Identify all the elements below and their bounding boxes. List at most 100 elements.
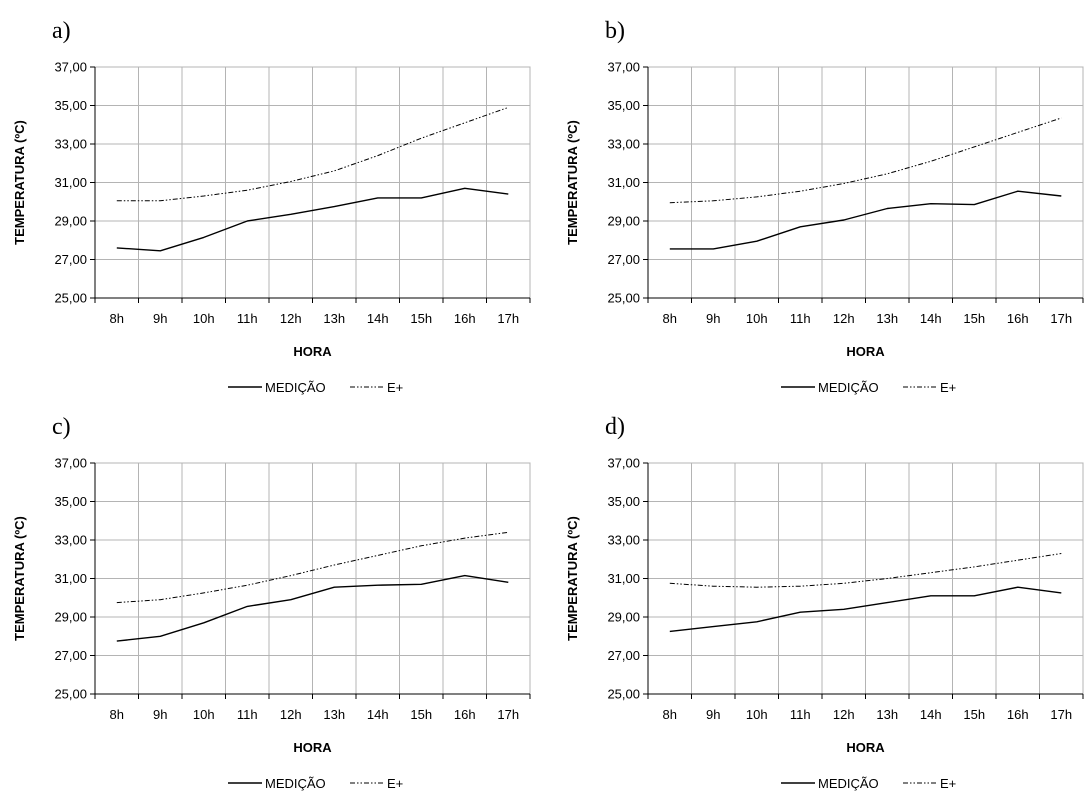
data-point <box>1060 592 1062 594</box>
series-line-medicao <box>669 190 1062 250</box>
data-point <box>116 640 118 642</box>
panel-label: d) <box>605 414 625 440</box>
data-point <box>203 237 205 239</box>
series-line-e-plus <box>669 553 1062 588</box>
x-tick-label: 13h <box>323 707 345 722</box>
chart-panel-2: b) 25,00 27,00 29,00 31,00 33,00 35,00 37,00 8h 9… <box>565 18 1084 395</box>
data-point <box>116 200 118 202</box>
data-point <box>203 592 205 594</box>
data-point <box>843 183 845 185</box>
y-tick-label: 35,00 <box>607 494 640 509</box>
data-point <box>1060 553 1062 555</box>
data-point <box>1060 195 1062 197</box>
x-tick-label: 11h <box>790 707 811 722</box>
x-tick-label: 16h <box>454 311 476 326</box>
data-point <box>333 564 335 566</box>
x-tick-label: 14h <box>367 707 389 722</box>
chart-panel-3: c) 25,00 27,00 29,00 31,00 33,00 35,00 37,00 8h 9… <box>12 414 531 791</box>
x-tick-label: 8h <box>110 707 124 722</box>
x-tick-label: 17h <box>497 311 519 326</box>
legend-label-e-plus: E+ <box>387 776 403 791</box>
legend-label-e-plus: E+ <box>387 380 403 395</box>
x-tick-label: 9h <box>153 311 167 326</box>
data-point <box>377 555 379 557</box>
x-tick-label: 16h <box>454 707 476 722</box>
y-tick-label: 29,00 <box>54 610 87 625</box>
y-tick-label: 25,00 <box>607 291 640 306</box>
data-point <box>464 122 466 124</box>
data-point <box>973 566 975 568</box>
x-tick-label: 12h <box>833 707 855 722</box>
data-point <box>1017 190 1019 192</box>
data-point <box>669 248 671 250</box>
data-point <box>799 585 801 587</box>
x-tick-label: 14h <box>367 311 389 326</box>
y-tick-label: 25,00 <box>607 687 640 702</box>
data-point <box>886 602 888 604</box>
x-tick-label: 10h <box>746 311 768 326</box>
y-tick-label: 31,00 <box>607 571 640 586</box>
y-tick-label: 25,00 <box>54 687 87 702</box>
y-tick-label: 31,00 <box>54 571 87 586</box>
x-tick-label: 14h <box>920 311 942 326</box>
data-point <box>246 220 248 222</box>
x-axis-title: HORA <box>293 344 332 359</box>
data-point <box>420 583 422 585</box>
y-tick-label: 27,00 <box>54 252 87 267</box>
data-point <box>756 586 758 588</box>
data-point <box>1017 559 1019 561</box>
y-tick-label: 37,00 <box>607 456 640 471</box>
data-point <box>973 595 975 597</box>
x-tick-label: 9h <box>153 707 167 722</box>
data-point <box>507 532 509 534</box>
data-point <box>756 621 758 623</box>
chart-panel-4: d) 25,00 27,00 29,00 31,00 33,00 35,00 37,00 8h 9… <box>565 414 1084 791</box>
data-point <box>886 578 888 580</box>
data-point <box>886 173 888 175</box>
x-tick-label: 15h <box>963 707 985 722</box>
data-point <box>799 226 801 228</box>
data-point <box>712 200 714 202</box>
y-tick-label: 37,00 <box>54 456 87 471</box>
y-axis-title: TEMPERATURA (ºC) <box>12 120 27 245</box>
y-tick-label: 27,00 <box>607 252 640 267</box>
y-axis-title: TEMPERATURA (ºC) <box>565 516 580 641</box>
y-tick-label: 27,00 <box>607 648 640 663</box>
data-point <box>464 537 466 539</box>
y-tick-label: 31,00 <box>607 175 640 190</box>
y-tick-label: 35,00 <box>54 98 87 113</box>
panel-label: c) <box>52 414 71 440</box>
x-tick-label: 13h <box>323 311 345 326</box>
y-tick-label: 33,00 <box>54 533 87 548</box>
data-point <box>756 240 758 242</box>
data-point <box>1060 117 1062 119</box>
legend-label-medicao: MEDIÇÃO <box>265 380 326 395</box>
data-point <box>203 622 205 624</box>
x-tick-label: 9h <box>706 311 720 326</box>
data-point <box>246 189 248 191</box>
x-tick-label: 13h <box>876 311 898 326</box>
x-tick-label: 11h <box>237 707 258 722</box>
y-tick-label: 35,00 <box>54 494 87 509</box>
chart-panel-1: a) 25,00 27,00 29,00 31,00 33,00 35,00 37,00 8h 9… <box>12 18 531 395</box>
data-point <box>669 583 671 585</box>
x-tick-label: 16h <box>1007 311 1029 326</box>
data-point <box>669 631 671 633</box>
data-point <box>203 195 205 197</box>
x-axis-title: HORA <box>846 740 885 755</box>
data-point <box>246 606 248 608</box>
data-point <box>930 595 932 597</box>
x-tick-label: 12h <box>280 311 302 326</box>
data-point <box>333 586 335 588</box>
series-line-medicao <box>669 586 1062 633</box>
data-point <box>930 203 932 205</box>
data-point <box>843 219 845 221</box>
x-tick-label: 8h <box>110 311 124 326</box>
data-point <box>930 161 932 163</box>
series-line-medicao <box>116 187 509 252</box>
y-tick-label: 37,00 <box>607 60 640 75</box>
y-tick-label: 29,00 <box>607 610 640 625</box>
data-point <box>246 584 248 586</box>
data-point <box>420 545 422 547</box>
